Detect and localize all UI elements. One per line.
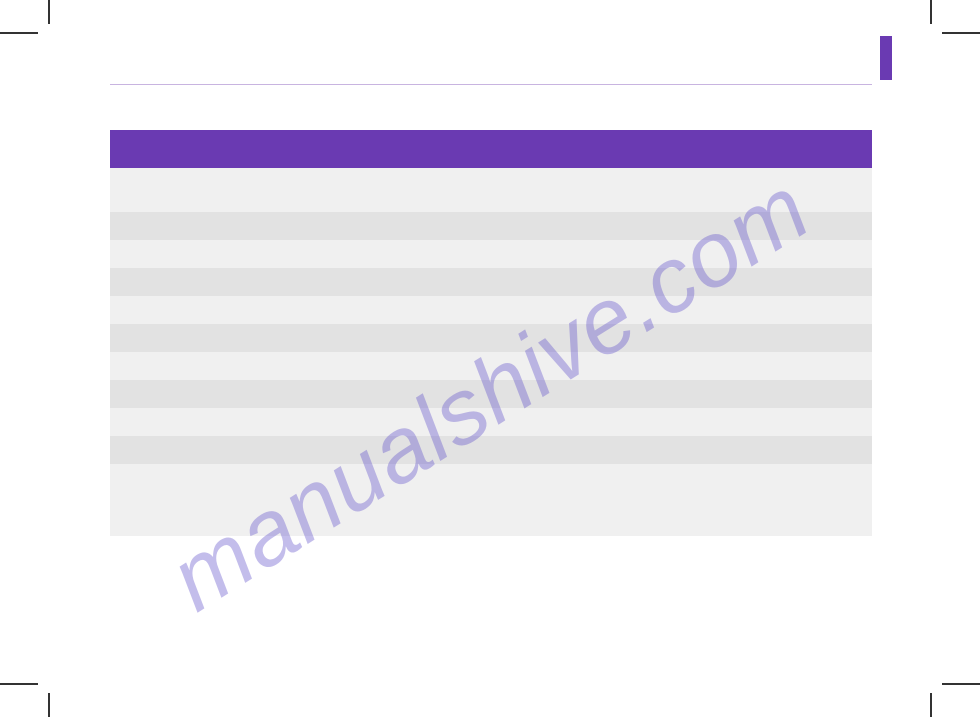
table-row xyxy=(110,492,872,536)
table-row xyxy=(110,408,872,436)
table-row xyxy=(110,268,872,296)
spec-table xyxy=(110,130,872,536)
crop-mark xyxy=(930,693,932,717)
crop-mark xyxy=(930,0,932,24)
crop-mark xyxy=(48,693,50,717)
page-canvas: manualshive.com xyxy=(0,0,980,717)
table-row xyxy=(110,464,872,492)
table-header xyxy=(110,130,872,168)
table-row xyxy=(110,324,872,352)
table-row xyxy=(110,240,872,268)
crop-mark xyxy=(48,0,50,24)
crop-mark xyxy=(0,32,38,34)
table-row xyxy=(110,296,872,324)
crop-mark xyxy=(942,32,980,34)
table-row xyxy=(110,352,872,380)
table-row xyxy=(110,436,872,464)
crop-mark xyxy=(0,683,38,685)
table-row xyxy=(110,380,872,408)
crop-mark xyxy=(942,683,980,685)
horizontal-rule xyxy=(110,84,872,85)
table-row xyxy=(110,212,872,240)
accent-bar xyxy=(880,36,892,80)
table-row xyxy=(110,168,872,212)
